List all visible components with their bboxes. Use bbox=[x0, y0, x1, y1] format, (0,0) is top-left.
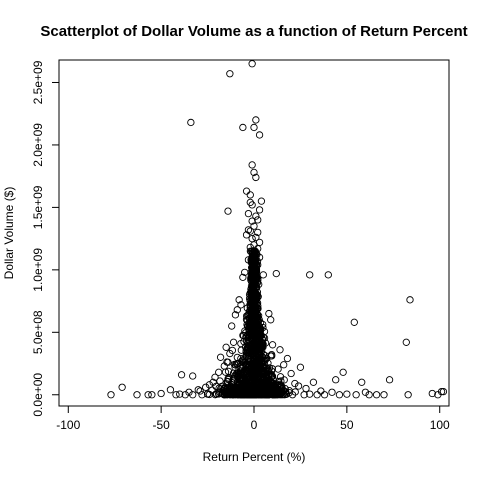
x-tick-label: 100 bbox=[430, 418, 450, 432]
x-tick-label: -50 bbox=[152, 418, 170, 432]
y-axis-label: Dollar Volume ($) bbox=[2, 187, 16, 280]
x-tick-label: -100 bbox=[56, 418, 80, 432]
y-tick-label: 2.0e+09 bbox=[31, 123, 45, 167]
x-axis-label: Return Percent (%) bbox=[203, 450, 306, 464]
x-tick-label: 50 bbox=[340, 418, 354, 432]
y-tick-label: 0.0e+00 bbox=[31, 373, 45, 417]
x-tick-label: 0 bbox=[251, 418, 258, 432]
y-tick-label: 2.5e+09 bbox=[31, 60, 45, 104]
y-tick-label: 5.0e+08 bbox=[31, 310, 45, 354]
y-tick-label: 1.0e+09 bbox=[31, 248, 45, 292]
y-tick-label: 1.5e+09 bbox=[31, 185, 45, 229]
chart-title: Scatterplot of Dollar Volume as a functi… bbox=[40, 23, 467, 40]
